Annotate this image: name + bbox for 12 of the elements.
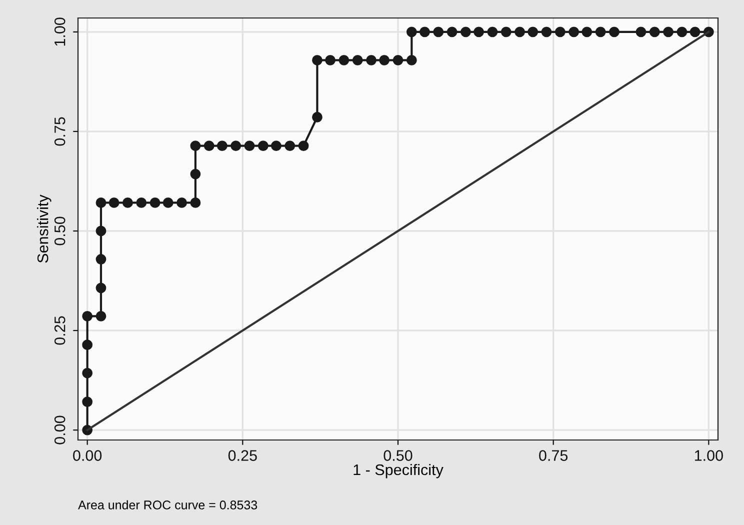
y-tick-label: 0.75 <box>54 117 66 146</box>
x-tick-label: 0.25 <box>228 450 257 461</box>
x-tick-label: 0.00 <box>73 450 102 461</box>
text: Area under ROC curve = 0.8533 <box>78 500 258 510</box>
y-axis-title: Sensitivity <box>37 194 52 263</box>
x-tick-label: 1.00 <box>694 450 723 461</box>
x-axis-title: 1 - Specificity <box>354 464 444 478</box>
y-tick-label: 1.00 <box>54 18 66 46</box>
x-tick-label: 0.75 <box>539 450 568 461</box>
y-tick-label: 0.25 <box>54 316 66 345</box>
y-tick-label: 0.50 <box>54 216 66 246</box>
x-tick-label: 0.50 <box>384 450 412 461</box>
